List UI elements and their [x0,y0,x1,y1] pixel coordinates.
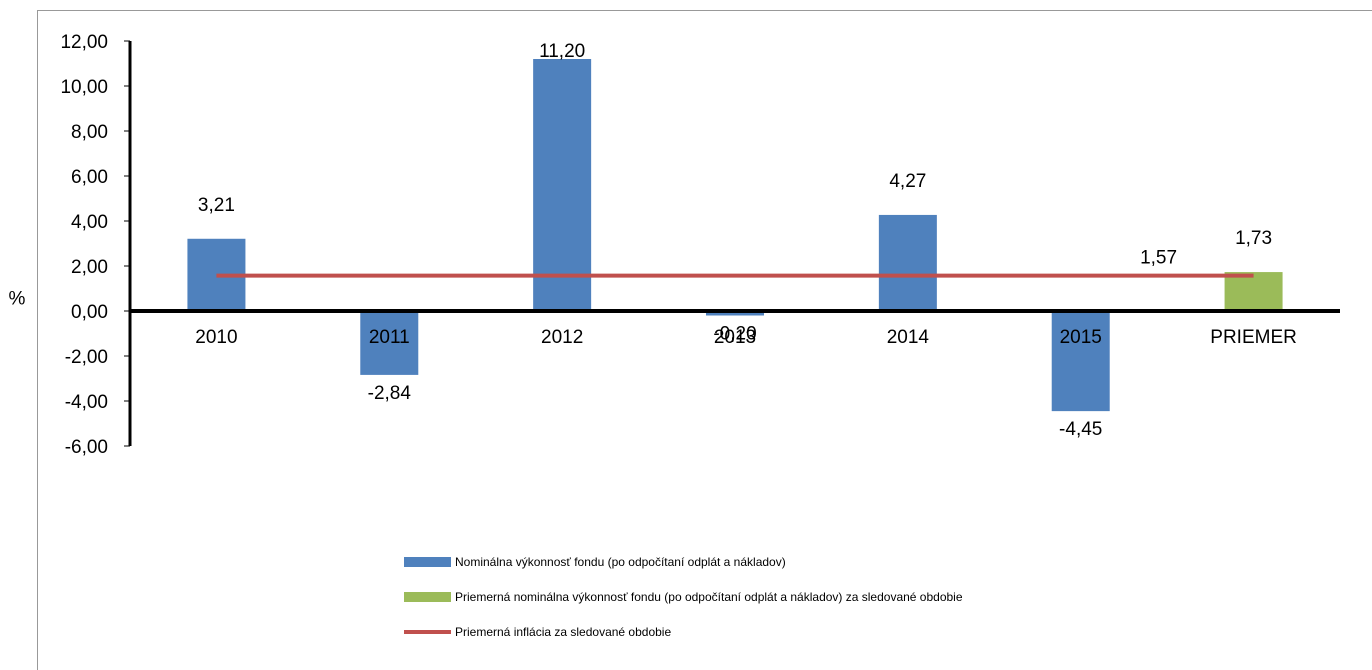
chart-frame [37,10,1372,670]
y-tick-label: -4,00 [65,392,108,413]
x-category-label: 2011 [369,327,410,348]
y-tick-label: 8,00 [71,122,108,143]
y-tick-label: 4,00 [71,212,108,233]
y-tick-label: -6,00 [65,437,108,458]
bar-2015 [1051,311,1110,412]
legend-entry-label: Priemerná inflácia za sledované obdobie [455,625,671,639]
data-label: -2,84 [368,383,412,404]
y-tick-label: 10,00 [60,77,108,98]
y-tick-label: -2,00 [65,347,108,368]
bar-2013 [706,311,764,316]
data-label: -0,20 [713,324,756,345]
legend-swatch-nominal [404,557,451,567]
bar-2012 [533,59,592,311]
x-category-label: 2012 [541,327,583,348]
y-tick-label: 12,00 [60,32,108,53]
x-category-label: PRIEMER [1210,327,1297,348]
x-category-label: 2014 [887,327,930,348]
y-axis-label: % [9,289,26,310]
legend-swatch-average [404,592,451,602]
bar-2014 [878,214,937,311]
legend-entry-label: Priemerná nominálna výkonnosť fondu (po … [455,590,963,604]
data-label: -4,45 [1059,419,1102,440]
x-category-label: 2013 [714,327,756,348]
data-label: 1,73 [1235,228,1272,249]
y-tick-label: 0,00 [71,302,108,323]
x-category-label: 2010 [195,327,237,348]
x-category-label: 2015 [1060,327,1102,348]
bar-priemer [1224,272,1283,311]
data-label: 4,27 [889,171,926,192]
y-tick-label: 2,00 [71,257,108,278]
legend-entry-label: Nominálna výkonnosť fondu (po odpočítaní… [455,555,786,569]
y-tick-label: 6,00 [71,167,108,188]
inflation-data-label: 1,57 [1140,248,1177,269]
data-label: 11,20 [539,41,585,62]
bar-2011 [360,311,419,375]
data-label: 3,21 [198,195,235,216]
